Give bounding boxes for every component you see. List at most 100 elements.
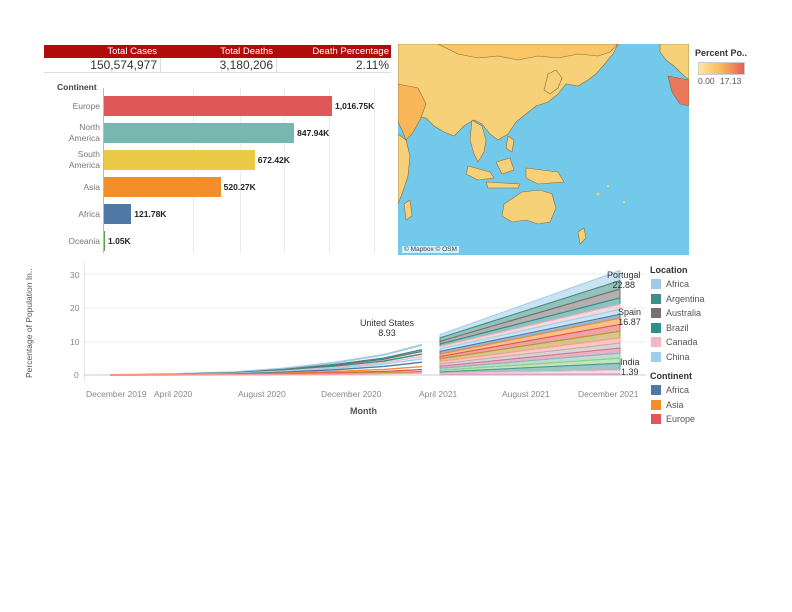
y-tick-30: 30 xyxy=(70,270,80,280)
kpi-header-total-deaths: Total Deaths xyxy=(220,46,273,57)
legend-swatch xyxy=(651,337,661,347)
area-series-group xyxy=(109,269,621,376)
kpi-separator xyxy=(160,58,161,72)
map-land-new-zealand xyxy=(577,227,587,245)
series-line-2020[interactable] xyxy=(110,372,423,376)
kpi-value-death-percentage: 2.11% xyxy=(355,58,389,72)
annotation-value: 1.39 xyxy=(621,367,639,377)
bar-axis-line xyxy=(103,88,104,253)
x-tick: April 2020 xyxy=(154,389,193,399)
bar-value-label: 520.27K xyxy=(223,182,256,192)
kpi-bottom-border xyxy=(44,72,391,73)
kpi-table: Total Cases Total Deaths Death Percentag… xyxy=(44,45,391,73)
continent-legend-title: Continent xyxy=(650,371,692,381)
bar-europe[interactable] xyxy=(104,96,332,116)
bar-category-label: Europe xyxy=(48,101,100,112)
annotation-value: 8.93 xyxy=(378,328,396,338)
bar-gridline xyxy=(193,88,194,253)
legend-swatch xyxy=(651,322,661,333)
map-land-sea-peninsula xyxy=(469,119,487,163)
legend-swatch xyxy=(651,414,661,424)
bar-category-label-line: Europe xyxy=(72,100,100,111)
x-tick: August 2020 xyxy=(238,389,286,399)
legend-label: Asia xyxy=(666,399,684,410)
line-x-axis-label: Month xyxy=(350,406,377,416)
map-land-indonesia-2 xyxy=(495,157,515,175)
bar-category-label-line: North xyxy=(79,122,100,132)
legend-label: Argentina xyxy=(666,293,705,304)
bar-value-label: 1,016.75K xyxy=(335,101,375,111)
map-land-asia xyxy=(398,44,619,141)
legend-label: China xyxy=(666,351,690,362)
x-tick: December 2021 xyxy=(578,389,639,399)
bar-gridline xyxy=(329,88,330,253)
annotation-name: Portugal xyxy=(607,270,641,280)
map-legend-max: 17.13 xyxy=(720,76,742,86)
legend-swatch xyxy=(651,351,661,362)
map-land-new-guinea xyxy=(525,167,565,185)
bar-gridline xyxy=(284,88,285,253)
annotation-india: India 1.39 xyxy=(620,357,640,377)
map-land-africa xyxy=(398,133,411,205)
bar-gridline xyxy=(240,88,241,253)
bar-asia[interactable] xyxy=(104,177,221,197)
annotation-value: 16.87 xyxy=(618,317,641,327)
legend-label: Africa xyxy=(666,279,690,289)
annotation-united-states: United States 8.93 xyxy=(360,318,414,338)
map-land-philippines xyxy=(505,135,515,153)
bar-value-label: 121.78K xyxy=(134,209,167,219)
bar-category-label: Africa xyxy=(48,209,100,220)
kpi-header-total-cases: Total Cases xyxy=(107,46,157,57)
kpi-header-death-percentage: Death Percentage xyxy=(312,46,389,57)
map-legend-title: Percent Po.. xyxy=(695,48,748,58)
legend-swatch xyxy=(651,293,661,304)
legend-swatch xyxy=(651,399,661,410)
map-island xyxy=(622,200,626,204)
annotation-name: Spain xyxy=(618,307,642,317)
map-island xyxy=(606,184,610,188)
kpi-value-total-deaths: 3,180,206 xyxy=(219,58,273,72)
bar-category-label: South America xyxy=(48,149,100,171)
location-legend-title: Location xyxy=(650,265,688,275)
x-tick: April 2021 xyxy=(419,389,458,399)
annotation-name: United States xyxy=(360,318,415,328)
bar-south-america[interactable] xyxy=(104,150,255,170)
legend-label: Canada xyxy=(666,337,698,347)
world-map[interactable]: © Mapbox © OSM xyxy=(398,44,689,255)
annotation-name: India xyxy=(620,357,640,367)
x-tick: December 2019 xyxy=(86,389,147,399)
bar-gridline xyxy=(374,88,375,253)
bar-north-america[interactable] xyxy=(104,123,295,143)
x-tick: December 2020 xyxy=(321,389,382,399)
bar-category-label-line: Asia xyxy=(83,181,100,192)
map-land-indonesia-1 xyxy=(465,165,495,181)
map-legend-min: 0.00 xyxy=(698,76,715,86)
bar-category-label: North America xyxy=(48,122,100,144)
map-land-russia xyxy=(437,44,619,61)
map-svg xyxy=(398,44,689,245)
map-land-japan xyxy=(543,69,563,95)
annotation-spain: Spain 16.87 xyxy=(618,307,641,327)
map-land-india xyxy=(398,83,427,141)
kpi-header-bar xyxy=(44,45,391,58)
map-land-united-states xyxy=(667,75,689,107)
map-island xyxy=(596,192,600,196)
series-area-2021[interactable] xyxy=(439,373,621,376)
bar-category-label: Oceania xyxy=(48,236,100,247)
y-tick-10: 10 xyxy=(70,337,80,347)
map-land-australia xyxy=(501,189,557,225)
line-chart-plot[interactable] xyxy=(84,262,650,384)
map-legend-gradient xyxy=(698,62,745,75)
bar-oceania[interactable] xyxy=(104,231,105,251)
legend-label: Australia xyxy=(666,308,702,318)
legend-label: Africa xyxy=(666,385,690,395)
bar-africa[interactable] xyxy=(104,204,132,224)
legend-swatch xyxy=(651,385,661,395)
bar-category-label-line: South xyxy=(77,149,100,159)
kpi-separator xyxy=(276,58,277,72)
bar-category-label-line: America xyxy=(68,133,100,143)
legend-swatch xyxy=(651,308,661,318)
y-tick-20: 20 xyxy=(70,303,80,313)
map-attribution[interactable]: © Mapbox © OSM xyxy=(402,246,459,253)
bar-category-label-line: Oceania xyxy=(68,235,100,246)
